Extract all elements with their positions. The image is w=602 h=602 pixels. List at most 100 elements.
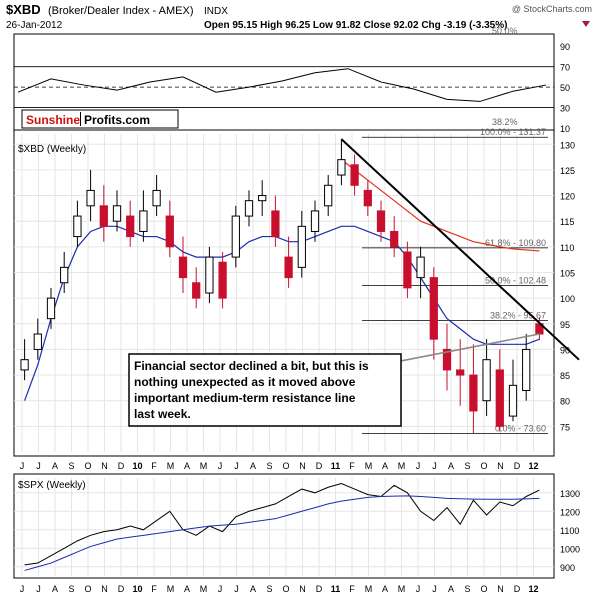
main-xtick-5: N — [101, 461, 108, 471]
annotation-line-1: Financial sector declined a bit, but thi… — [134, 359, 369, 373]
main-xtick-30: D — [514, 461, 521, 471]
spx-xtick-12: J — [218, 584, 223, 594]
candle-body-38 — [522, 348, 531, 391]
spx-tick-1000: 1000 — [560, 544, 580, 554]
spx-xtick-31: 12 — [528, 584, 538, 594]
candle-body-7 — [112, 205, 122, 222]
main-tick-labels: 75 80 85 90 95 100 105 110 115 120 125 130 — [560, 140, 575, 432]
spx-xtick-16: O — [282, 584, 289, 594]
main-tick-120: 120 — [560, 192, 575, 202]
spx-xtick-9: M — [167, 584, 175, 594]
annotation-line-4: last week. — [134, 407, 191, 421]
spx-xtick-4: O — [84, 584, 91, 594]
main-xtick-15: S — [266, 461, 272, 471]
main-xtick-14: A — [250, 461, 256, 471]
candle-body-17 — [244, 200, 254, 217]
spx-xtick-26: A — [448, 584, 454, 594]
candle-body-31 — [429, 277, 438, 340]
candle-body-13 — [192, 282, 201, 299]
spx-xtick-22: A — [382, 584, 388, 594]
candle-body-21 — [297, 225, 306, 268]
watermark: @ StockCharts.com — [512, 4, 592, 14]
spx-xtick-6: D — [118, 584, 125, 594]
fib-label-0: 50.0% — [492, 26, 518, 36]
exchange-label: INDX — [204, 6, 228, 17]
spx-tick-1200: 1200 — [560, 507, 580, 517]
main-xtick-24: J — [416, 461, 421, 471]
ma-line-1 — [341, 159, 540, 252]
main-tick-130: 130 — [560, 140, 575, 150]
rsi-tick-labels: 10 30 50 70 90 — [560, 42, 570, 134]
fib-label-1: 38.2% — [492, 117, 518, 127]
candle-body-26 — [363, 189, 372, 207]
main-tick-115: 115 — [560, 217, 574, 227]
main-xtick-7: 10 — [132, 461, 142, 471]
spx-xtick-20: F — [349, 584, 355, 594]
spx-xtick-17: N — [299, 584, 306, 594]
main-xtick-19: 11 — [331, 461, 341, 471]
candle-body-6 — [99, 205, 108, 227]
candle-body-25 — [350, 164, 359, 186]
spx-xtick-15: S — [266, 584, 272, 594]
main-xtick-22: A — [382, 461, 388, 471]
fibonacci-levels: 50.0% 38.2%100.0% - 131.37 61.8% - 109.80 5… — [362, 26, 548, 434]
candle-body-12 — [178, 256, 188, 279]
main-xtick-6: D — [118, 461, 125, 471]
candle-body-8 — [126, 215, 135, 238]
main-xtick-0: J — [20, 461, 25, 471]
candle-body-32 — [442, 348, 452, 371]
main-tick-110: 110 — [560, 243, 574, 253]
spx-xtick-18: D — [316, 584, 323, 594]
fib-label-6: 0.0% - 73.60 — [495, 424, 546, 434]
rsi-series — [17, 68, 547, 102]
candle-body-28 — [390, 230, 399, 248]
trendline-0 — [340, 138, 580, 361]
main-xtick-21: M — [365, 461, 373, 471]
ma-line-0 — [24, 225, 540, 401]
main-xtick-13: J — [234, 461, 239, 471]
spx-xtick-29: N — [497, 584, 504, 594]
main-xtick-20: F — [349, 461, 355, 471]
moving-averages — [24, 159, 540, 401]
main-xtick-23: M — [398, 461, 406, 471]
logo: Sunshine Profits.com — [21, 109, 179, 129]
annotation-line-2: nothing unexpected as it moved above — [134, 375, 356, 389]
spx-xtick-2: A — [52, 584, 58, 594]
candle-body-33 — [456, 369, 465, 376]
spx-xtick-11: M — [200, 584, 208, 594]
rsi-tick-10: 10 — [560, 124, 570, 134]
main-xtick-2: A — [52, 461, 58, 471]
candle-body-10 — [152, 189, 161, 207]
candle-body-35 — [482, 359, 491, 402]
spx-xtick-10: A — [184, 584, 190, 594]
main-xtick-1: J — [36, 461, 41, 471]
spx-xtick-8: F — [151, 584, 157, 594]
spx-panel-label: $SPX (Weekly) — [18, 480, 86, 491]
spx-xtick-5: N — [101, 584, 108, 594]
rsi-tick-30: 30 — [560, 104, 570, 114]
spx-tick-1100: 1100 — [560, 526, 579, 536]
main-xtick-31: 12 — [528, 461, 538, 471]
spx-xtick-27: S — [464, 584, 470, 594]
fib-label-4: 50.0% - 102.48 — [485, 275, 546, 285]
main-xtick-3: S — [68, 461, 74, 471]
candle-body-30 — [416, 256, 425, 279]
spx-xtick-28: O — [480, 584, 487, 594]
rsi-gridlines — [14, 66, 554, 108]
spx-xtick-13: J — [234, 584, 239, 594]
candle-body-24 — [337, 159, 346, 176]
spx-xtick-7: 10 — [132, 584, 142, 594]
spx-xtick-0: J — [20, 584, 25, 594]
candle-body-3 — [60, 266, 69, 284]
candle-body-19 — [271, 210, 280, 238]
candle-body-14 — [205, 256, 214, 294]
logo-word-profits: Profits.com — [84, 113, 150, 127]
candle-body-11 — [165, 215, 174, 248]
main-xtick-26: A — [448, 461, 454, 471]
candle-body-1 — [33, 333, 42, 350]
main-x-tick-labels: J J A S O N D 10 F M A M J J A S O N D 11 F M A M J J A S O N D 12 — [20, 461, 539, 471]
spx-x-tick-labels: J J A S O N D 10 F M A M J J A S O N D 11 F M A M J J A S O N D 12 — [20, 584, 539, 594]
candle-body-20 — [284, 256, 293, 279]
spx-panel — [13, 473, 555, 579]
main-xtick-16: O — [282, 461, 289, 471]
